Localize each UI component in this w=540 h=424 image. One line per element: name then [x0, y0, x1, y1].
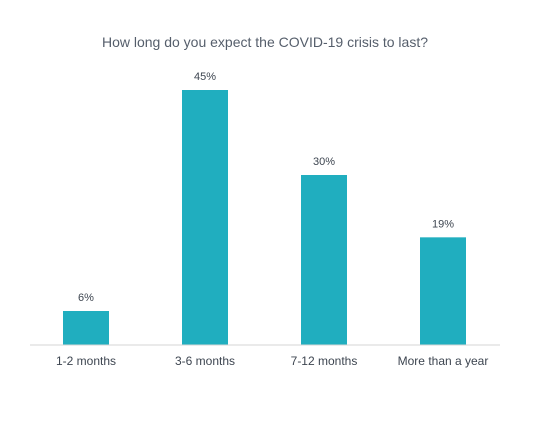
data-label-3: 19% — [432, 218, 454, 230]
bar-3 — [420, 237, 466, 345]
chart-title: How long do you expect the COVID-19 cris… — [102, 34, 428, 50]
x-tick-label-1: 3-6 months — [175, 354, 235, 368]
bar-1 — [182, 90, 228, 345]
data-label-2: 30% — [313, 156, 335, 168]
x-tick-label-2: 7-12 months — [291, 354, 358, 368]
x-tick-label-0: 1-2 months — [56, 354, 116, 368]
x-tick-labels-group: 1-2 months 3-6 months 7-12 months More than… — [56, 354, 488, 368]
bars-group — [63, 90, 466, 345]
bar-2 — [301, 175, 347, 345]
x-tick-label-3: More than a year — [398, 354, 489, 368]
data-label-0: 6% — [78, 292, 94, 304]
data-labels-group: 6% 45% 30% 19% — [78, 71, 454, 304]
bar-0 — [63, 311, 109, 345]
data-label-1: 45% — [194, 71, 216, 83]
